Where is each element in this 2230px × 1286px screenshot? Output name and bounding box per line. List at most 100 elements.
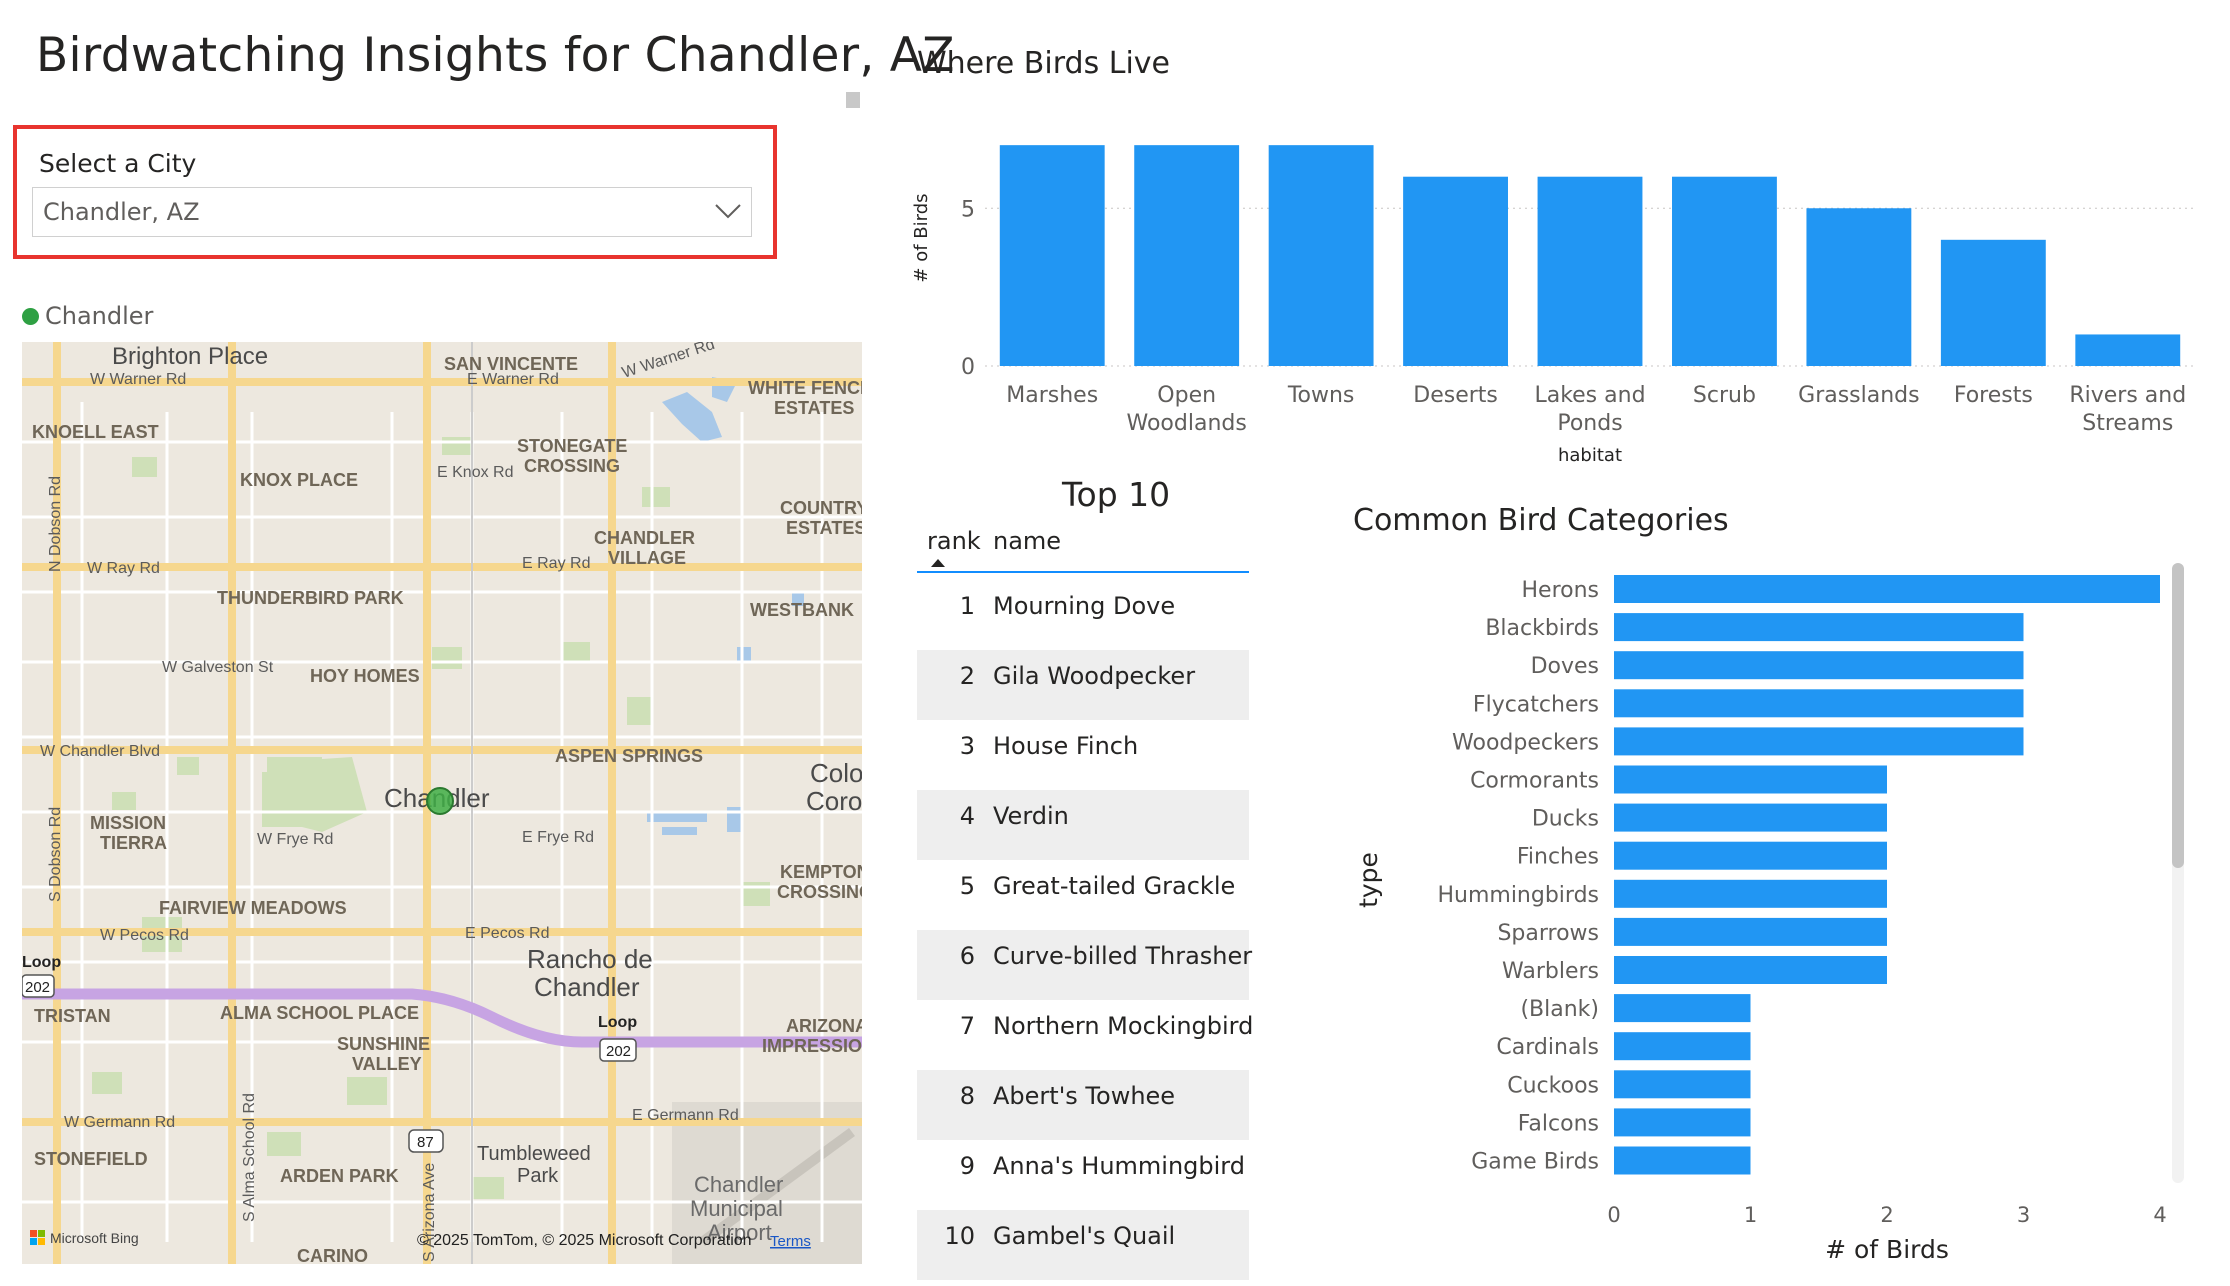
table-row[interactable]: 9 Anna's Hummingbird <box>917 1140 1249 1210</box>
city-dropdown-value: Chandler, AZ <box>43 198 200 226</box>
bird-name-cell: Mourning Dove <box>993 592 1176 620</box>
y-axis-title: type <box>1354 852 1383 908</box>
bar[interactable] <box>1614 841 1887 870</box>
bar[interactable] <box>1614 803 1887 832</box>
table-row[interactable]: 2 Gila Woodpecker <box>917 650 1249 720</box>
map-attribution: © 2025 TomTom, © 2025 Microsoft Corporat… <box>417 1232 752 1249</box>
focus-mode-icon[interactable] <box>846 92 860 108</box>
table-row[interactable]: 10 Gambel's Quail <box>917 1210 1249 1280</box>
map-place-label: MISSION <box>90 813 166 833</box>
category-bar-chart[interactable]: Herons Blackbirds Doves Flycatchers Woodpeck… <box>1350 555 2190 1270</box>
loop-202-shield-east: Loop 202 <box>598 1014 637 1062</box>
bar[interactable] <box>1614 1070 1751 1099</box>
rank-cell: 5 <box>959 872 975 900</box>
bar[interactable] <box>1672 176 1777 366</box>
rank-cell: 9 <box>959 1152 975 1180</box>
bird-name-cell: Gila Woodpecker <box>993 662 1196 690</box>
bar[interactable] <box>2075 334 2181 366</box>
map-road-label: E Germann Rd <box>632 1107 739 1124</box>
bar[interactable] <box>1614 765 1887 794</box>
bar[interactable] <box>1940 239 2046 366</box>
chart-scrollbar-thumb[interactable] <box>2172 563 2184 868</box>
bar[interactable] <box>1403 176 1508 366</box>
y-axis-title: # of Birds <box>911 193 932 282</box>
x-tick-label: Rivers and <box>2069 383 2186 408</box>
bar[interactable] <box>1614 727 2024 756</box>
y-tick-label: Cormorants <box>1470 769 1599 794</box>
table-row[interactable]: 4 Verdin <box>917 790 1249 860</box>
map-place-label: SUNSHINE <box>337 1034 430 1054</box>
bar[interactable] <box>1134 145 1240 366</box>
top10-title: Top 10 <box>1062 475 1171 514</box>
x-tick-label: 3 <box>2017 1203 2030 1227</box>
chevron-down-icon[interactable] <box>713 198 743 224</box>
map-place-label: Coro <box>806 786 862 816</box>
habitat-bar-chart[interactable]: 0 5 Marshes Open Woodlands Towns Deserts Lakes … <box>905 110 2205 470</box>
y-tick-label: 5 <box>961 197 975 222</box>
map-place-label: SAN VINCENTE <box>444 354 578 374</box>
column-header-rank[interactable]: rank <box>927 527 981 555</box>
map-place-label: Chandler <box>694 1172 783 1197</box>
bar[interactable] <box>1614 1032 1751 1061</box>
loop-202-highway <box>22 988 862 1048</box>
bar[interactable] <box>1614 575 2160 603</box>
map-place-label: COUNTRY <box>780 498 862 518</box>
map-road-label: W Galveston St <box>162 659 274 676</box>
map-place-label: STONEGATE <box>517 436 627 456</box>
bar[interactable] <box>1614 994 1751 1023</box>
bar[interactable] <box>1268 145 1374 366</box>
map-road-label: N Dobson Rd <box>47 476 64 572</box>
bar[interactable] <box>1614 689 2024 718</box>
legend-dot-icon <box>22 307 39 325</box>
y-tick-label: Herons <box>1521 578 1599 603</box>
map-legend-label: Chandler <box>45 302 154 330</box>
column-header-name[interactable]: name <box>993 527 1062 555</box>
y-tick-label: Blackbirds <box>1485 616 1599 641</box>
bar[interactable] <box>1614 1108 1751 1137</box>
bar[interactable] <box>999 145 1105 366</box>
bar[interactable] <box>1614 956 1887 984</box>
table-row[interactable]: 6 Curve-billed Thrasher <box>917 930 1252 1000</box>
bing-brand-text: Microsoft Bing <box>50 1230 139 1246</box>
chandler-location-marker[interactable] <box>426 787 454 815</box>
table-row[interactable]: 8 Abert's Towhee <box>917 1070 1249 1140</box>
bar[interactable] <box>1537 176 1643 366</box>
bar[interactable] <box>1614 879 1887 908</box>
map-shield-label: Loop <box>22 954 61 971</box>
map-road-label: W Frye Rd <box>257 831 333 848</box>
map-place-label: IMPRESSIO <box>762 1036 862 1056</box>
bar[interactable] <box>1614 1146 1751 1175</box>
map-road-label: W Pecos Rd <box>100 927 189 944</box>
table-row[interactable]: 1 Mourning Dove <box>917 580 1249 650</box>
map-place-label: TRISTAN <box>34 1006 111 1026</box>
map-canvas[interactable]: W Warner Rd E Warner Rd W Warner Rd E Kn… <box>22 342 862 1264</box>
map-shield-label: 202 <box>25 979 50 996</box>
map-place-label: STONEFIELD <box>34 1149 148 1169</box>
city-dropdown[interactable]: Chandler, AZ <box>32 187 752 237</box>
x-tick-label: 0 <box>1607 1203 1620 1227</box>
x-tick-label: Forests <box>1954 383 2033 408</box>
map-visual[interactable]: W Warner Rd E Warner Rd W Warner Rd E Kn… <box>22 342 862 1264</box>
map-place-label: ASPEN SPRINGS <box>555 746 703 766</box>
bar[interactable] <box>1614 651 2024 680</box>
y-tick-label: Woodpeckers <box>1452 730 1599 755</box>
slicer-label: Select a City <box>39 149 197 178</box>
sort-ascending-icon[interactable] <box>930 558 946 568</box>
bar[interactable] <box>1806 208 1912 366</box>
x-tick-label: Deserts <box>1413 383 1498 408</box>
bar[interactable] <box>1614 613 2024 642</box>
table-row[interactable]: 3 House Finch <box>917 720 1249 790</box>
bar[interactable] <box>1614 917 1887 946</box>
table-row[interactable]: 7 Northern Mockingbird <box>917 1000 1254 1070</box>
table-row[interactable]: 5 Great-tailed Grackle <box>917 860 1249 930</box>
map-place-label: Chandler <box>534 972 640 1002</box>
map-place-label: ARDEN PARK <box>280 1166 399 1186</box>
rank-cell: 1 <box>959 592 975 620</box>
map-terms-link[interactable]: Terms <box>770 1233 811 1250</box>
map-place-label: TIERRA <box>100 833 167 853</box>
map-place-label: ESTATES <box>774 398 854 418</box>
map-place-label: WESTBANK <box>750 600 854 620</box>
map-shield-label: 87 <box>417 1134 434 1151</box>
x-tick-label: Open <box>1157 383 1216 408</box>
y-tick-label: Warblers <box>1502 959 1599 984</box>
